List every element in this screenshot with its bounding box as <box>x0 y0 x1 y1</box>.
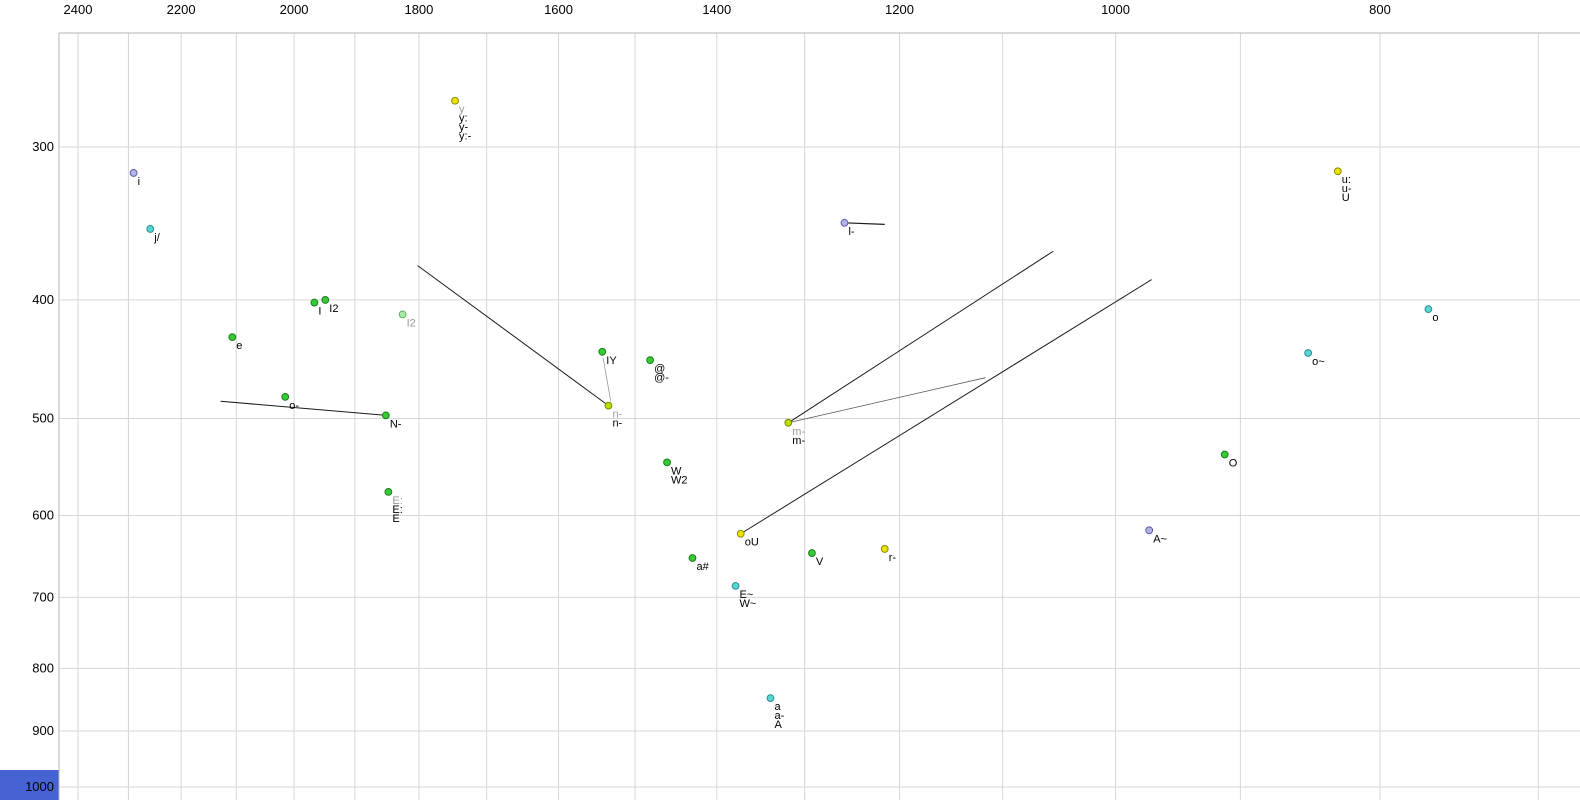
data-point-dot-r- <box>880 545 889 553</box>
data-point-label-a_: a# <box>696 561 709 573</box>
data-point-label-y: y: <box>459 113 468 125</box>
y-axis-tick-label: 800 <box>32 660 54 675</box>
data-point-label-W: W <box>671 465 682 477</box>
data-point-label-o: o <box>1432 312 1438 324</box>
data-point-dot-A_ <box>1145 526 1154 535</box>
data-point-label-o-: o- <box>289 400 299 412</box>
data-point-dot-i <box>129 169 138 177</box>
data-point-dot-I <box>310 298 319 307</box>
data-point-label-W: W2 <box>671 474 688 486</box>
trajectory-line <box>417 265 609 407</box>
data-point-label-I2: I2 <box>329 303 338 315</box>
data-point-label-y: y:- <box>459 131 472 143</box>
x-axis-tick-label: 1200 <box>885 2 914 17</box>
data-point-dot-n- <box>604 401 613 410</box>
data-point-dot-a_ <box>688 554 697 562</box>
trajectory-line <box>740 279 1152 535</box>
y-axis-tick-label: 300 <box>32 139 54 154</box>
y-axis-tick-label: 1000 <box>25 779 54 794</box>
x-axis-tick-label: 1600 <box>544 2 573 17</box>
data-point-dot-E_ <box>731 581 740 590</box>
y-axis-tick-label: 900 <box>32 723 54 738</box>
x-axis-tick-label: 2200 <box>167 2 196 17</box>
y-axis-tick-label: 400 <box>32 292 54 307</box>
data-point-label-j_: j/ <box>153 232 160 244</box>
data-point-label-u_: u: <box>1342 174 1351 186</box>
data-point-label-E_: E <box>392 513 399 525</box>
data-point-label-m-: m- <box>792 426 805 438</box>
data-point-label-y: y <box>459 104 465 116</box>
trajectory-line <box>602 357 612 402</box>
data-point-label-a: a- <box>774 710 784 722</box>
data-point-label-y: y- <box>459 122 469 134</box>
data-point-dot-O <box>1220 450 1229 459</box>
data-point-label-n-: n- <box>612 409 622 421</box>
data-point-dot-o- <box>281 392 290 401</box>
data-point-label-E_: W~ <box>740 598 757 610</box>
trajectory-line <box>220 400 386 416</box>
data-point-label-l-: l- <box>848 226 854 238</box>
data-point-label-O: O <box>1229 458 1238 470</box>
data-point-dot-o_ <box>1304 349 1313 357</box>
data-point-label-I: I <box>318 306 321 318</box>
data-point-dot-y <box>451 96 459 105</box>
data-point-dot-j_ <box>146 225 155 233</box>
data-point-dot-I2b <box>398 310 407 319</box>
data-point-label-i: i <box>138 176 140 188</box>
data-point-dot-e <box>228 333 237 342</box>
x-axis-tick-label: 1400 <box>702 2 731 17</box>
data-point-dot-u_ <box>1333 167 1342 176</box>
data-point-label-o_: o~ <box>1312 356 1325 368</box>
trajectory-line <box>788 377 986 424</box>
data-point-label-u_: u- <box>1342 183 1352 195</box>
data-point-dot-IY <box>598 347 607 356</box>
data-point-dot-l- <box>840 218 849 227</box>
data-point-dot-N- <box>381 411 390 420</box>
trajectory-line <box>844 222 885 225</box>
data-point-dot-oU <box>736 529 745 538</box>
x-axis-tick-label: 1800 <box>404 2 433 17</box>
y-axis-tick-label: 700 <box>32 589 54 604</box>
data-point-dot-o <box>1424 305 1433 314</box>
data-point-dot-_ <box>646 356 655 365</box>
data-point-label-_: @ <box>654 363 665 375</box>
data-point-label-IY: IY <box>606 355 617 367</box>
x-axis-tick-label: 1000 <box>1101 2 1130 17</box>
data-point-label-n-: n- <box>612 418 622 430</box>
y-axis-tick-label: 600 <box>32 507 54 522</box>
data-point-label-_: @- <box>654 372 669 384</box>
data-point-label-V: V <box>816 556 824 568</box>
data-point-label-m-: m- <box>792 435 805 447</box>
x-axis-tick-label: 2400 <box>64 2 93 17</box>
data-point-dot-E_ <box>384 488 393 496</box>
data-point-dot-V <box>808 549 816 557</box>
data-point-label-e: e <box>236 340 242 352</box>
data-point-label-E_: E: <box>392 495 402 507</box>
data-point-label-E_: E~ <box>740 589 754 601</box>
data-point-label-N-: N- <box>390 418 402 430</box>
data-point-label-oU: oU <box>745 537 759 549</box>
x-axis-tick-label: 800 <box>1369 2 1391 17</box>
data-point-label-a: A <box>774 719 782 731</box>
trajectory-line <box>788 250 1054 424</box>
data-point-label-r-: r- <box>889 552 897 564</box>
data-point-label-I2b: I2 <box>407 317 416 329</box>
data-point-label-A_: A~ <box>1153 533 1167 545</box>
data-point-label-a: a <box>774 701 781 713</box>
data-point-dot-a <box>766 694 775 703</box>
data-point-label-E_: E: <box>392 504 402 516</box>
data-point-label-u_: U <box>1342 192 1350 204</box>
data-point-dot-I2 <box>321 296 330 304</box>
y-axis-tick-label: 500 <box>32 411 54 426</box>
x-axis-tick-label: 2000 <box>280 2 309 17</box>
data-point-dot-m- <box>784 418 793 427</box>
data-point-dot-W <box>663 458 671 467</box>
corner-highlight <box>0 770 59 800</box>
